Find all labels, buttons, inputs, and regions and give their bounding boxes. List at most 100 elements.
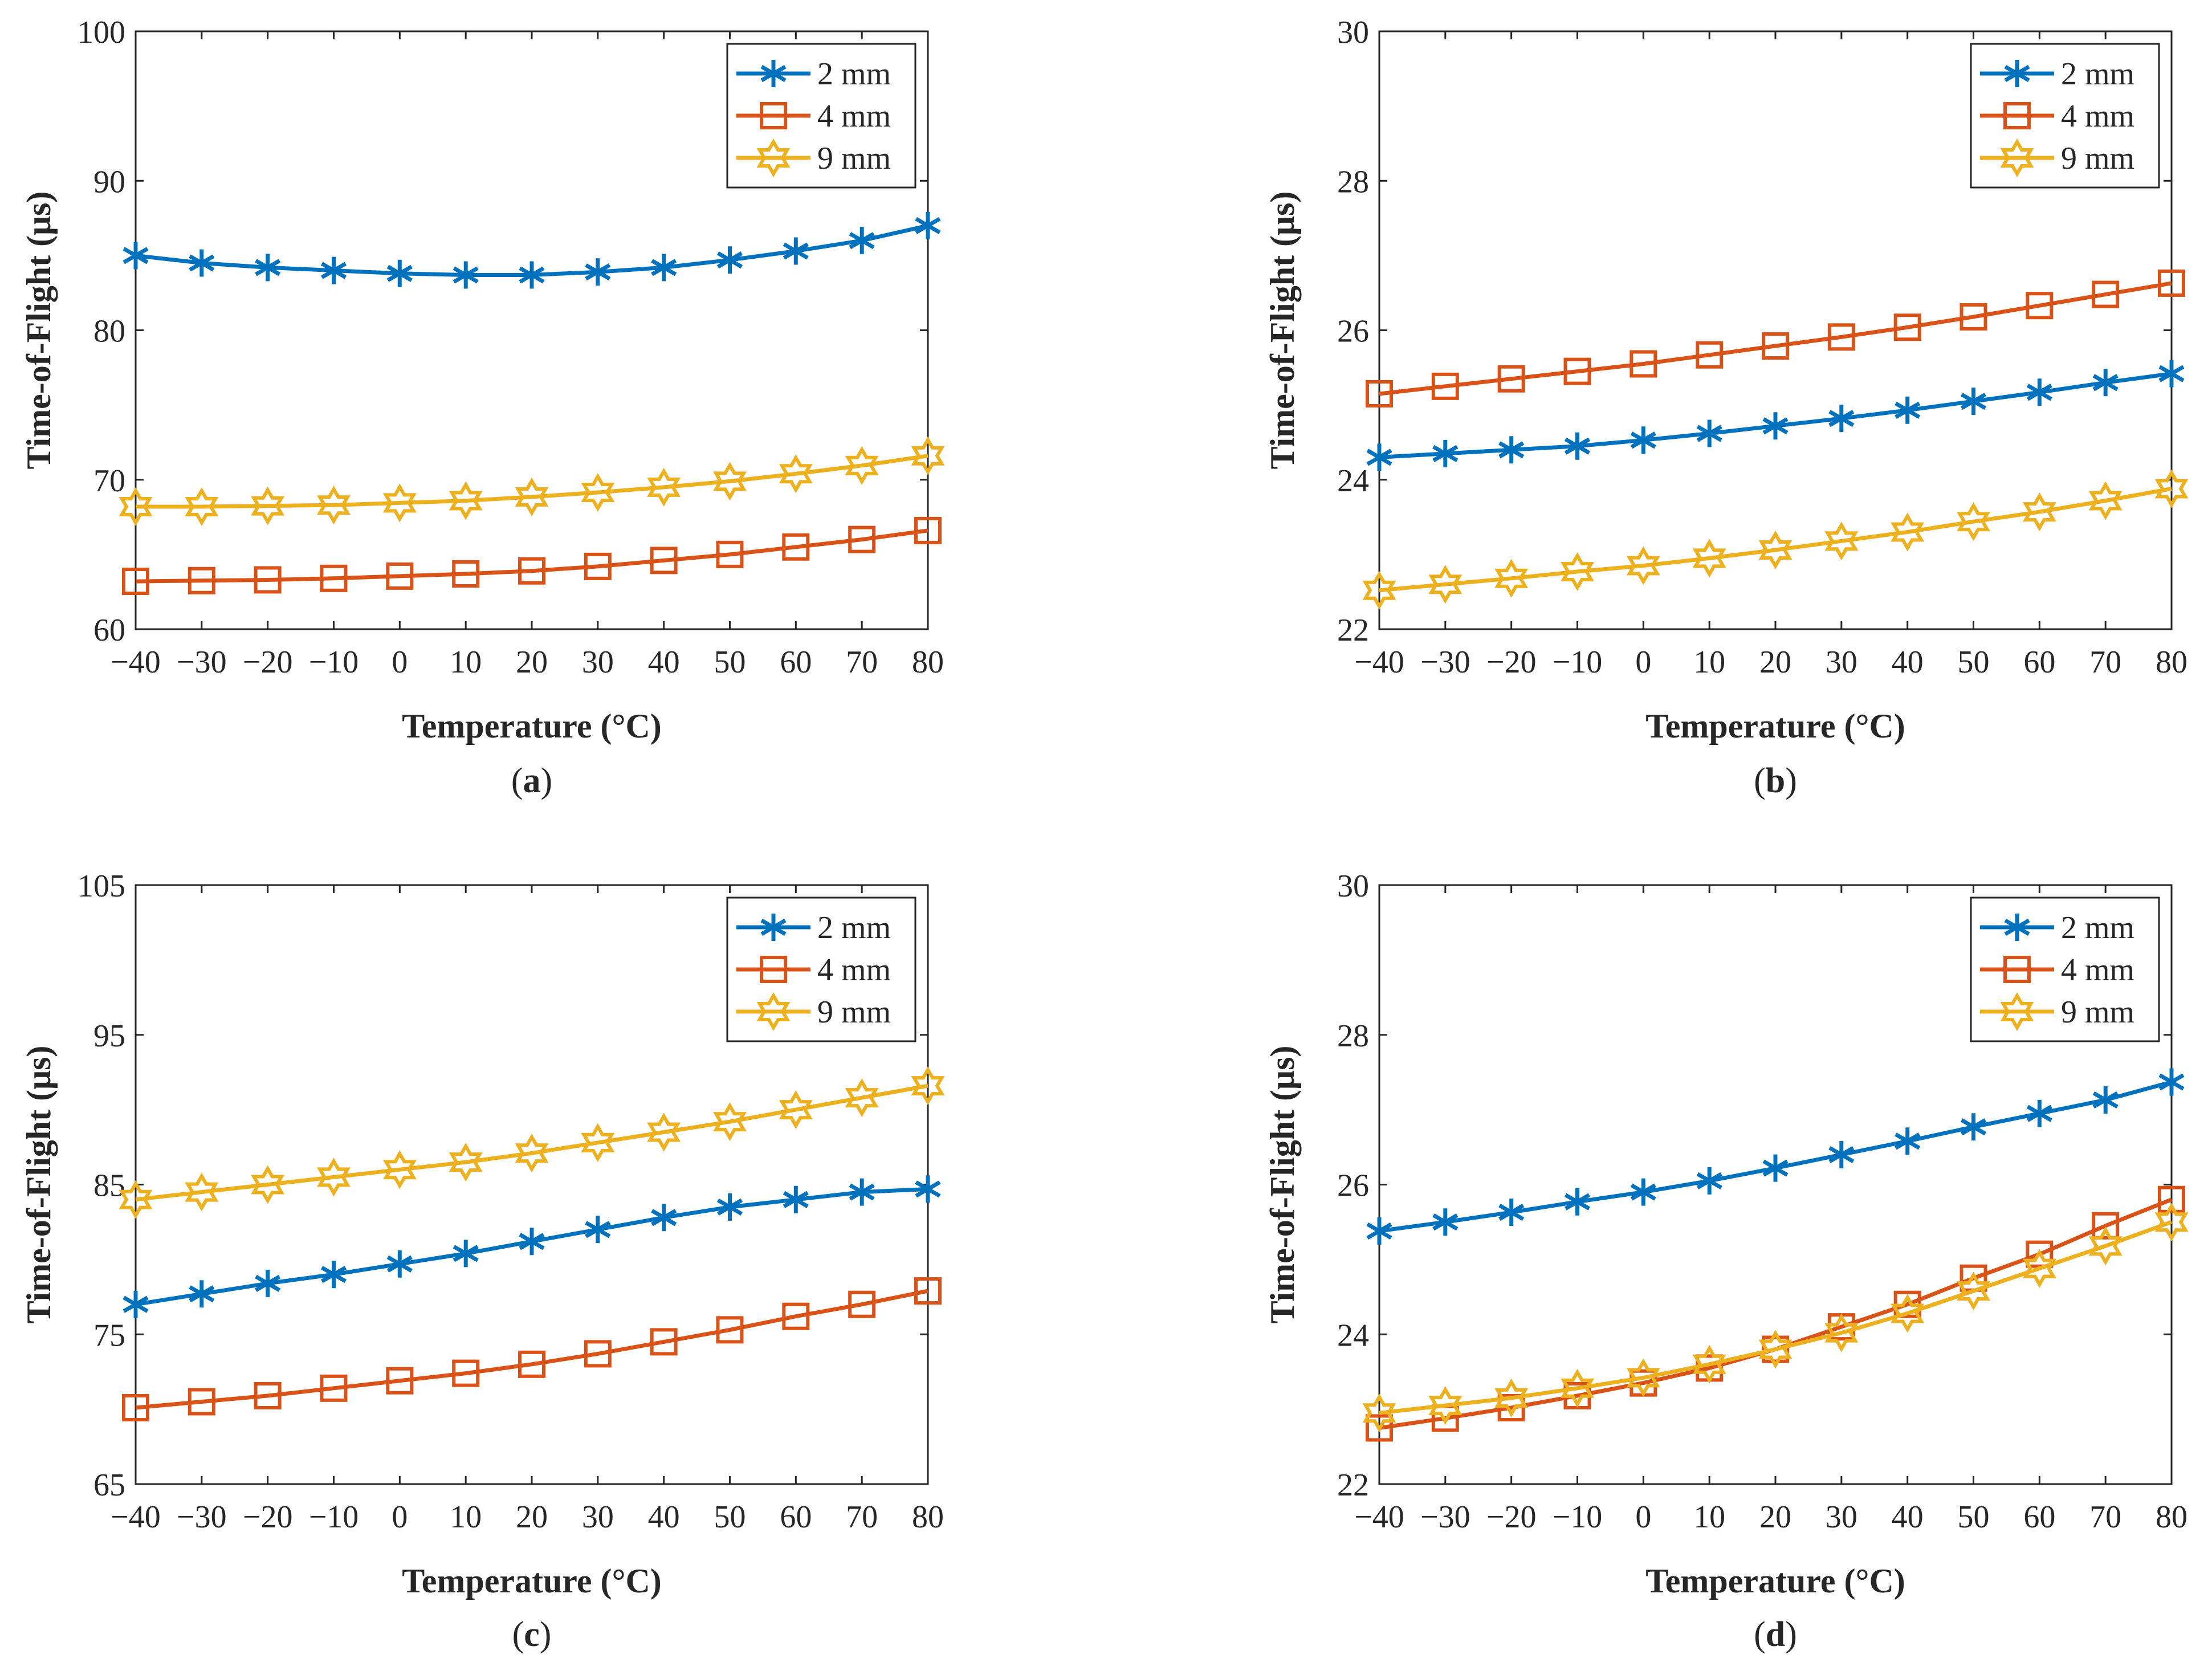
legend-label: 2 mm <box>817 910 891 946</box>
data-point <box>1692 1344 1726 1384</box>
x-tick-label: −20 <box>1486 1499 1537 1535</box>
series-9mm <box>1362 469 2189 610</box>
legend-label: 2 mm <box>2061 910 2134 946</box>
legend-label: 9 mm <box>2061 141 2134 176</box>
data-point <box>1432 439 1459 467</box>
data-point <box>1762 332 1789 360</box>
data-point <box>849 227 875 255</box>
x-tick-label: 30 <box>1826 1499 1857 1535</box>
data-point <box>1824 521 1859 561</box>
data-point <box>2026 1099 2052 1127</box>
data-point <box>1630 426 1656 454</box>
x-tick-label: 70 <box>2089 645 2121 680</box>
x-tick-label: −20 <box>243 645 293 680</box>
data-point <box>185 487 219 527</box>
legend-marker <box>2004 60 2030 87</box>
x-tick-label: 20 <box>516 645 548 680</box>
series-line <box>135 1083 928 1202</box>
data-point <box>716 540 744 568</box>
x-tick-label: 20 <box>516 1499 548 1535</box>
legend-marker <box>756 138 791 177</box>
x-tick-label: 70 <box>846 1499 878 1535</box>
x-tick-label: 40 <box>1892 645 1924 680</box>
data-point <box>188 567 215 594</box>
series-9mm <box>119 436 945 527</box>
data-point <box>1366 1414 1393 1442</box>
data-point <box>320 1374 348 1402</box>
legend-marker <box>756 992 791 1031</box>
data-point <box>650 1328 678 1356</box>
y-tick-label: 60 <box>93 613 125 648</box>
data-point <box>518 557 545 585</box>
x-tick-label: 10 <box>1693 1499 1725 1535</box>
panel-caption: (d) <box>1754 1615 1797 1654</box>
y-tick-label: 85 <box>93 1168 125 1204</box>
data-point <box>2026 378 2052 406</box>
data-point <box>1366 380 1393 407</box>
x-tick-label: 60 <box>780 1499 812 1535</box>
y-tick-label: 22 <box>1337 1468 1369 1503</box>
y-tick-label: 30 <box>1337 869 1369 904</box>
x-tick-label: 80 <box>2156 645 2187 680</box>
data-point <box>251 486 285 525</box>
x-tick-label: 10 <box>450 1499 482 1535</box>
legend-label: 4 mm <box>2061 952 2134 988</box>
data-point <box>783 1185 809 1213</box>
data-point <box>845 1078 879 1118</box>
data-point <box>1960 388 1987 415</box>
data-point <box>1362 570 1396 610</box>
data-point <box>189 1280 215 1308</box>
data-point <box>2158 1068 2185 1096</box>
data-point <box>716 1316 744 1344</box>
data-point <box>122 568 149 596</box>
data-point <box>189 249 215 277</box>
series-line <box>135 528 928 584</box>
data-point <box>1696 341 1724 369</box>
data-point <box>515 1134 549 1173</box>
data-point <box>1893 313 1921 341</box>
data-point <box>1626 546 1660 585</box>
y-tick-label: 22 <box>1337 613 1369 648</box>
legend: 2 mm 4 mm 9 mm <box>1970 896 2160 1042</box>
x-tick-label: −40 <box>111 1499 161 1535</box>
data-point <box>119 1180 153 1219</box>
legend-label: 4 mm <box>817 952 891 988</box>
x-tick-label: 70 <box>846 645 878 680</box>
data-point <box>2022 1249 2056 1288</box>
data-point <box>320 1261 347 1289</box>
data-point <box>2154 1203 2189 1242</box>
data-point <box>1366 443 1392 471</box>
data-point <box>122 1393 149 1421</box>
data-point <box>713 462 747 501</box>
data-point <box>779 454 813 494</box>
x-axis-label: Temperature (°C) <box>1645 1562 1905 1600</box>
x-tick-label: −20 <box>1486 645 1537 680</box>
data-point <box>449 481 483 520</box>
data-point <box>915 1175 941 1203</box>
x-tick-label: 50 <box>1958 645 1990 680</box>
x-tick-label: 60 <box>2023 645 2055 680</box>
data-point <box>915 211 941 239</box>
data-point <box>716 1193 743 1221</box>
legend-marker <box>760 914 787 941</box>
x-tick-label: −30 <box>177 645 227 680</box>
legend-marker <box>760 956 787 983</box>
data-point <box>651 254 677 282</box>
x-tick-label: 10 <box>1693 645 1725 680</box>
data-point <box>1895 1127 1921 1155</box>
data-point <box>647 1112 681 1152</box>
legend-label: 9 mm <box>817 995 891 1030</box>
x-tick-label: 40 <box>1892 1499 1924 1535</box>
data-point <box>1960 303 1987 331</box>
data-point <box>453 1240 479 1268</box>
x-tick-label: 0 <box>1635 1499 1651 1535</box>
y-axis-label: Time-of-Flight (μs) <box>20 191 58 470</box>
data-point <box>185 1172 219 1212</box>
data-point <box>453 261 479 289</box>
data-point <box>2158 1185 2185 1213</box>
data-point <box>647 467 681 507</box>
data-point <box>2026 292 2054 320</box>
x-tick-label: −30 <box>1420 1499 1470 1535</box>
legend-marker <box>2003 102 2031 129</box>
data-point <box>519 261 545 289</box>
